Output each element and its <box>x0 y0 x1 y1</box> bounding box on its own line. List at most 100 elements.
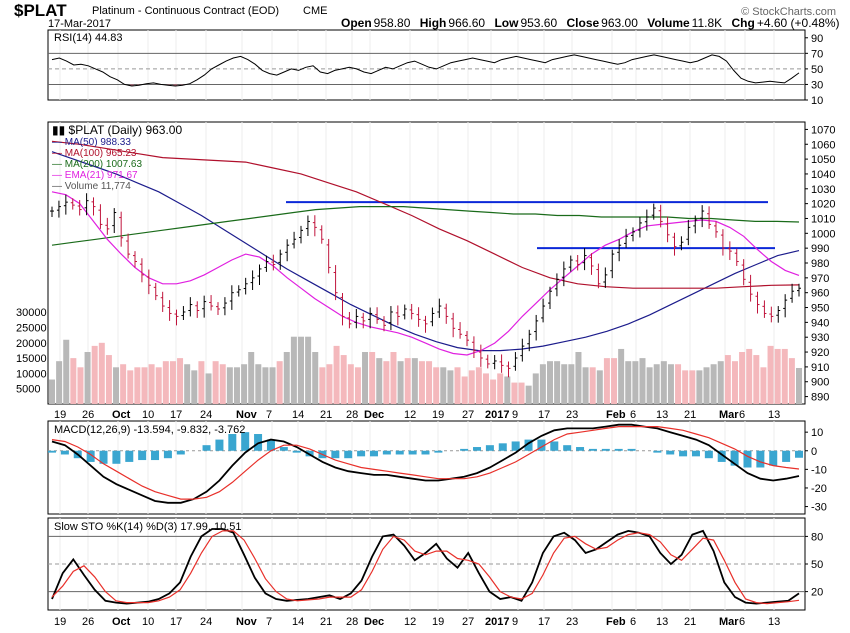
sto-tick-label: 50 <box>811 559 823 571</box>
x-tick-label: 12 <box>404 616 416 628</box>
volume-bar <box>639 358 646 404</box>
volume-bar <box>418 361 425 404</box>
volume-bar <box>113 367 120 404</box>
sto-tick-label: 20 <box>811 587 823 599</box>
volume-bar <box>155 367 162 404</box>
x-tick-label: 12 <box>404 409 416 421</box>
macd-histogram-bar <box>537 439 546 451</box>
x-tick-label: 17 <box>170 616 182 628</box>
volume-bar <box>518 382 525 404</box>
x-tick-label: 13 <box>768 409 780 421</box>
price-panel <box>47 121 806 405</box>
open-value: 958.80 <box>373 16 411 30</box>
volume-bar <box>248 352 255 404</box>
volume-bar <box>767 345 774 404</box>
macd-histogram-bar <box>730 450 739 466</box>
volume-bar <box>162 361 169 404</box>
x-tick-label: 27 <box>462 409 474 421</box>
price-tick-label: 930 <box>811 332 829 344</box>
x-tick-label: 24 <box>200 616 212 628</box>
volume-bar <box>397 361 404 404</box>
macd-tick-label: -20 <box>811 483 827 495</box>
volume-bar <box>290 336 297 404</box>
price-tick-label: 900 <box>811 377 829 389</box>
volume-bar <box>490 379 497 404</box>
volume-tick-label: 25000 <box>16 323 47 335</box>
x-tick-label: 14 <box>292 409 304 421</box>
low-value: 953.60 <box>520 16 558 30</box>
macd-tick-label: 10 <box>811 427 823 439</box>
macd-histogram-bar <box>717 450 726 462</box>
exchange-label: CME <box>303 5 328 17</box>
volume-bar <box>625 361 632 404</box>
x-tick-label: 13 <box>656 409 668 421</box>
x-tick-label: Dec <box>364 616 384 628</box>
volume-bar <box>696 370 703 404</box>
x-tick-label: 26 <box>82 616 94 628</box>
volume-bar <box>326 364 333 404</box>
volume-bar <box>796 367 802 404</box>
macd-histogram-bar <box>756 450 765 468</box>
volume-bar <box>746 348 753 404</box>
volume-bar <box>561 364 568 404</box>
volume-bar <box>504 376 511 404</box>
x-tick-label: 21 <box>320 409 332 421</box>
macd-tick-label: -10 <box>811 464 827 476</box>
volume-bar <box>589 367 596 404</box>
volume-bar <box>539 364 546 404</box>
volume-tick-label: 20000 <box>16 338 47 350</box>
rsi-title: RSI(14) 44.83 <box>54 32 122 44</box>
open-label: Open <box>341 16 372 30</box>
macd-histogram-bar <box>86 450 95 462</box>
price-legend-item: ▮▮ $PLAT (Daily) 963.00 <box>52 123 182 137</box>
macd-histogram-bar <box>743 450 752 468</box>
sto-title: Slow STO %K(14) %D(3) 17.99, 10.51 <box>54 521 242 533</box>
volume-bar <box>739 352 746 404</box>
x-tick-label: 17 <box>170 409 182 421</box>
volume-bar <box>618 348 625 404</box>
volume-bar <box>468 370 475 404</box>
instrument-name: Platinum - Continuous Contract (EOD) <box>92 5 280 17</box>
macd-histogram-bar <box>704 450 713 459</box>
volume-value: 11.8K <box>691 16 723 30</box>
price-tick-label: 980 <box>811 258 829 270</box>
price-tick-label: 910 <box>811 362 829 374</box>
volume-bar <box>148 364 155 404</box>
volume-bar <box>404 358 411 404</box>
x-tick-label: 6 <box>630 409 636 421</box>
volume-bar <box>774 348 781 404</box>
volume-bar <box>84 352 91 404</box>
x-tick-label: 9 <box>512 409 518 421</box>
macd-histogram-bar <box>627 448 636 451</box>
volume-bar <box>319 367 326 404</box>
macd-title: MACD(12,26,9) -13.594, -9.832, -3.762 <box>54 424 245 436</box>
date-label: 17-Mar-2017 <box>48 18 111 30</box>
volume-bar <box>298 336 304 404</box>
volume-bar <box>333 345 340 404</box>
x-tick-label: 2017 <box>485 616 509 628</box>
macd-histogram-bar <box>782 450 791 462</box>
volume-bar <box>49 379 55 404</box>
ma200-line <box>51 206 800 246</box>
ma100-line <box>51 140 800 289</box>
macd-histogram-bar <box>563 445 572 451</box>
x-tick-label: 10 <box>142 616 154 628</box>
x-tick-label: 6 <box>630 616 636 628</box>
volume-bar <box>390 352 397 404</box>
chg-value: +4.60 (+0.48%) <box>756 16 840 30</box>
volume-bar <box>525 385 532 404</box>
macd-signal-line <box>51 426 800 500</box>
rsi-tick-label: 30 <box>811 79 823 91</box>
price-legend-item: — MA(200) 1007.63 <box>52 159 142 170</box>
volume-bar <box>70 358 77 404</box>
volume-bar <box>461 376 468 404</box>
volume-bar <box>91 345 98 404</box>
x-tick-label: 10 <box>142 409 154 421</box>
volume-bar <box>447 370 454 404</box>
x-tick-label: 21 <box>320 616 332 628</box>
macd-histogram-bar <box>460 448 469 451</box>
volume-bar <box>63 339 70 404</box>
x-tick-label: 27 <box>462 616 474 628</box>
macd-histogram-bar <box>485 445 494 451</box>
volume-bar <box>511 382 518 404</box>
